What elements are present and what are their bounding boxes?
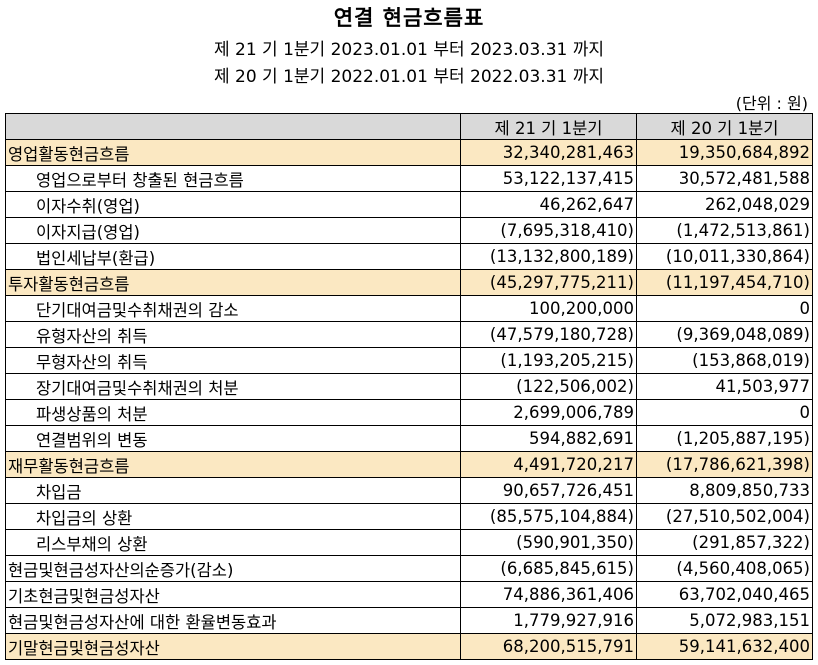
current-period-value: 46,262,647 bbox=[460, 191, 637, 218]
current-period-value: 53,122,137,415 bbox=[460, 165, 637, 192]
current-period-value: 74,886,361,406 bbox=[460, 581, 637, 608]
row-label: 현금및현금성자산의순증가(감소) bbox=[5, 555, 461, 582]
row-label: 이자수취(영업) bbox=[5, 191, 461, 218]
row-label: 투자활동현금흐름 bbox=[5, 269, 461, 296]
prior-period-value: 5,072,983,151 bbox=[636, 607, 813, 634]
prior-period-value: 262,048,029 bbox=[636, 191, 813, 218]
table-row: 이자수취(영업) 46,262,647 262,048,029 bbox=[5, 191, 813, 218]
header-row: 제 21 기 1분기 제 20 기 1분기 bbox=[5, 113, 813, 140]
current-period-value: (122,506,002) bbox=[460, 373, 637, 400]
period-current: 제 21 기 1분기 2023.01.01 부터 2023.03.31 까지 bbox=[213, 40, 605, 60]
row-label: 기초현금및현금성자산 bbox=[5, 581, 461, 608]
table-row: 현금및현금성자산의순증가(감소) (6,685,845,615) (4,560,40… bbox=[5, 555, 813, 582]
prior-period-value: (11,197,454,710) bbox=[636, 269, 813, 296]
table-row: 파생상품의 처분 2,699,006,789 0 bbox=[5, 399, 813, 426]
table-row: 리스부채의 상환 (590,901,350) (291,857,322) bbox=[5, 529, 813, 556]
table-row: 재무활동현금흐름 4,491,720,217 (17,786,621,398) bbox=[5, 451, 813, 478]
row-label: 유형자산의 취득 bbox=[5, 321, 461, 348]
table-row: 현금및현금성자산에 대한 환율변동효과 1,779,927,916 5,072,98… bbox=[5, 607, 813, 634]
prior-period-value: 0 bbox=[636, 399, 813, 426]
prior-period-value: 30,572,481,588 bbox=[636, 165, 813, 192]
current-period-value: (13,132,800,189) bbox=[460, 243, 637, 270]
prior-period-value: (153,868,019) bbox=[636, 347, 813, 374]
statement-title: 연결 현금흐름표 bbox=[333, 6, 485, 30]
row-label: 연결범위의 변동 bbox=[5, 425, 461, 452]
prior-period-value: (4,560,408,065) bbox=[636, 555, 813, 582]
table-row: 법인세납부(환급) (13,132,800,189) (10,011,330,864… bbox=[5, 243, 813, 270]
current-period-value: 90,657,726,451 bbox=[460, 477, 637, 504]
current-period-value: (7,695,318,410) bbox=[460, 217, 637, 244]
row-label: 이자지급(영업) bbox=[5, 217, 461, 244]
header-prior-period: 제 20 기 1분기 bbox=[636, 113, 813, 140]
row-label: 영업으로부터 창출된 현금흐름 bbox=[5, 165, 461, 192]
current-period-value: 1,779,927,916 bbox=[460, 607, 637, 634]
row-label: 재무활동현금흐름 bbox=[5, 451, 461, 478]
current-period-value: 2,699,006,789 bbox=[460, 399, 637, 426]
current-period-value: (47,579,180,728) bbox=[460, 321, 637, 348]
row-label: 무형자산의 취득 bbox=[5, 347, 461, 374]
table-row: 차입금 90,657,726,451 8,809,850,733 bbox=[5, 477, 813, 504]
row-label: 차입금 bbox=[5, 477, 461, 504]
row-label: 영업활동현금흐름 bbox=[5, 139, 461, 166]
table-row: 차입금의 상환 (85,575,104,884) (27,510,502,004) bbox=[5, 503, 813, 530]
table-row: 영업활동현금흐름 32,340,281,463 19,350,684,892 bbox=[5, 139, 813, 166]
prior-period-value: (27,510,502,004) bbox=[636, 503, 813, 530]
current-period-value: (85,575,104,884) bbox=[460, 503, 637, 530]
prior-period-value: (1,472,513,861) bbox=[636, 217, 813, 244]
table-row: 무형자산의 취득 (1,193,205,215) (153,868,019) bbox=[5, 347, 813, 374]
current-period-value: 594,882,691 bbox=[460, 425, 637, 452]
table-row: 기말현금및현금성자산 68,200,515,791 59,141,632,400 bbox=[5, 633, 813, 660]
header-account bbox=[5, 113, 461, 140]
row-label: 기말현금및현금성자산 bbox=[5, 633, 461, 660]
unit-label: (단위 : 원) bbox=[735, 94, 808, 113]
current-period-value: 68,200,515,791 bbox=[460, 633, 637, 660]
current-period-value: (45,297,775,211) bbox=[460, 269, 637, 296]
prior-period-value: 0 bbox=[636, 295, 813, 322]
prior-period-value: (9,369,048,089) bbox=[636, 321, 813, 348]
prior-period-value: 63,702,040,465 bbox=[636, 581, 813, 608]
prior-period-value: (17,786,621,398) bbox=[636, 451, 813, 478]
prior-period-value: (1,205,887,195) bbox=[636, 425, 813, 452]
current-period-value: (1,193,205,215) bbox=[460, 347, 637, 374]
current-period-value: (590,901,350) bbox=[460, 529, 637, 556]
prior-period-value: 19,350,684,892 bbox=[636, 139, 813, 166]
prior-period-value: 8,809,850,733 bbox=[636, 477, 813, 504]
table-row: 유형자산의 취득 (47,579,180,728) (9,369,048,089) bbox=[5, 321, 813, 348]
table-row: 이자지급(영업) (7,695,318,410) (1,472,513,861) bbox=[5, 217, 813, 244]
period-prior: 제 20 기 1분기 2022.01.01 부터 2022.03.31 까지 bbox=[213, 67, 605, 87]
prior-period-value: (291,857,322) bbox=[636, 529, 813, 556]
cash-flow-table: 제 21 기 1분기 제 20 기 1분기 영업활동현금흐름 32,340,281… bbox=[5, 113, 813, 660]
table-row: 영업으로부터 창출된 현금흐름 53,122,137,415 30,572,481,… bbox=[5, 165, 813, 192]
table-row: 연결범위의 변동 594,882,691 (1,205,887,195) bbox=[5, 425, 813, 452]
row-label: 차입금의 상환 bbox=[5, 503, 461, 530]
row-label: 리스부채의 상환 bbox=[5, 529, 461, 556]
current-period-value: (6,685,845,615) bbox=[460, 555, 637, 582]
table-row: 단기대여금및수취채권의 감소 100,200,000 0 bbox=[5, 295, 813, 322]
current-period-value: 100,200,000 bbox=[460, 295, 637, 322]
row-label: 단기대여금및수취채권의 감소 bbox=[5, 295, 461, 322]
current-period-value: 4,491,720,217 bbox=[460, 451, 637, 478]
row-label: 법인세납부(환급) bbox=[5, 243, 461, 270]
row-label: 장기대여금및수취채권의 처분 bbox=[5, 373, 461, 400]
row-label: 현금및현금성자산에 대한 환율변동효과 bbox=[5, 607, 461, 634]
table-row: 기초현금및현금성자산 74,886,361,406 63,702,040,465 bbox=[5, 581, 813, 608]
prior-period-value: (10,011,330,864) bbox=[636, 243, 813, 270]
current-period-value: 32,340,281,463 bbox=[460, 139, 637, 166]
table-row: 투자활동현금흐름 (45,297,775,211) (11,197,454,710) bbox=[5, 269, 813, 296]
table-row: 장기대여금및수취채권의 처분 (122,506,002) 41,503,977 bbox=[5, 373, 813, 400]
header-current-period: 제 21 기 1분기 bbox=[460, 113, 637, 140]
row-label: 파생상품의 처분 bbox=[5, 399, 461, 426]
prior-period-value: 41,503,977 bbox=[636, 373, 813, 400]
prior-period-value: 59,141,632,400 bbox=[636, 633, 813, 660]
